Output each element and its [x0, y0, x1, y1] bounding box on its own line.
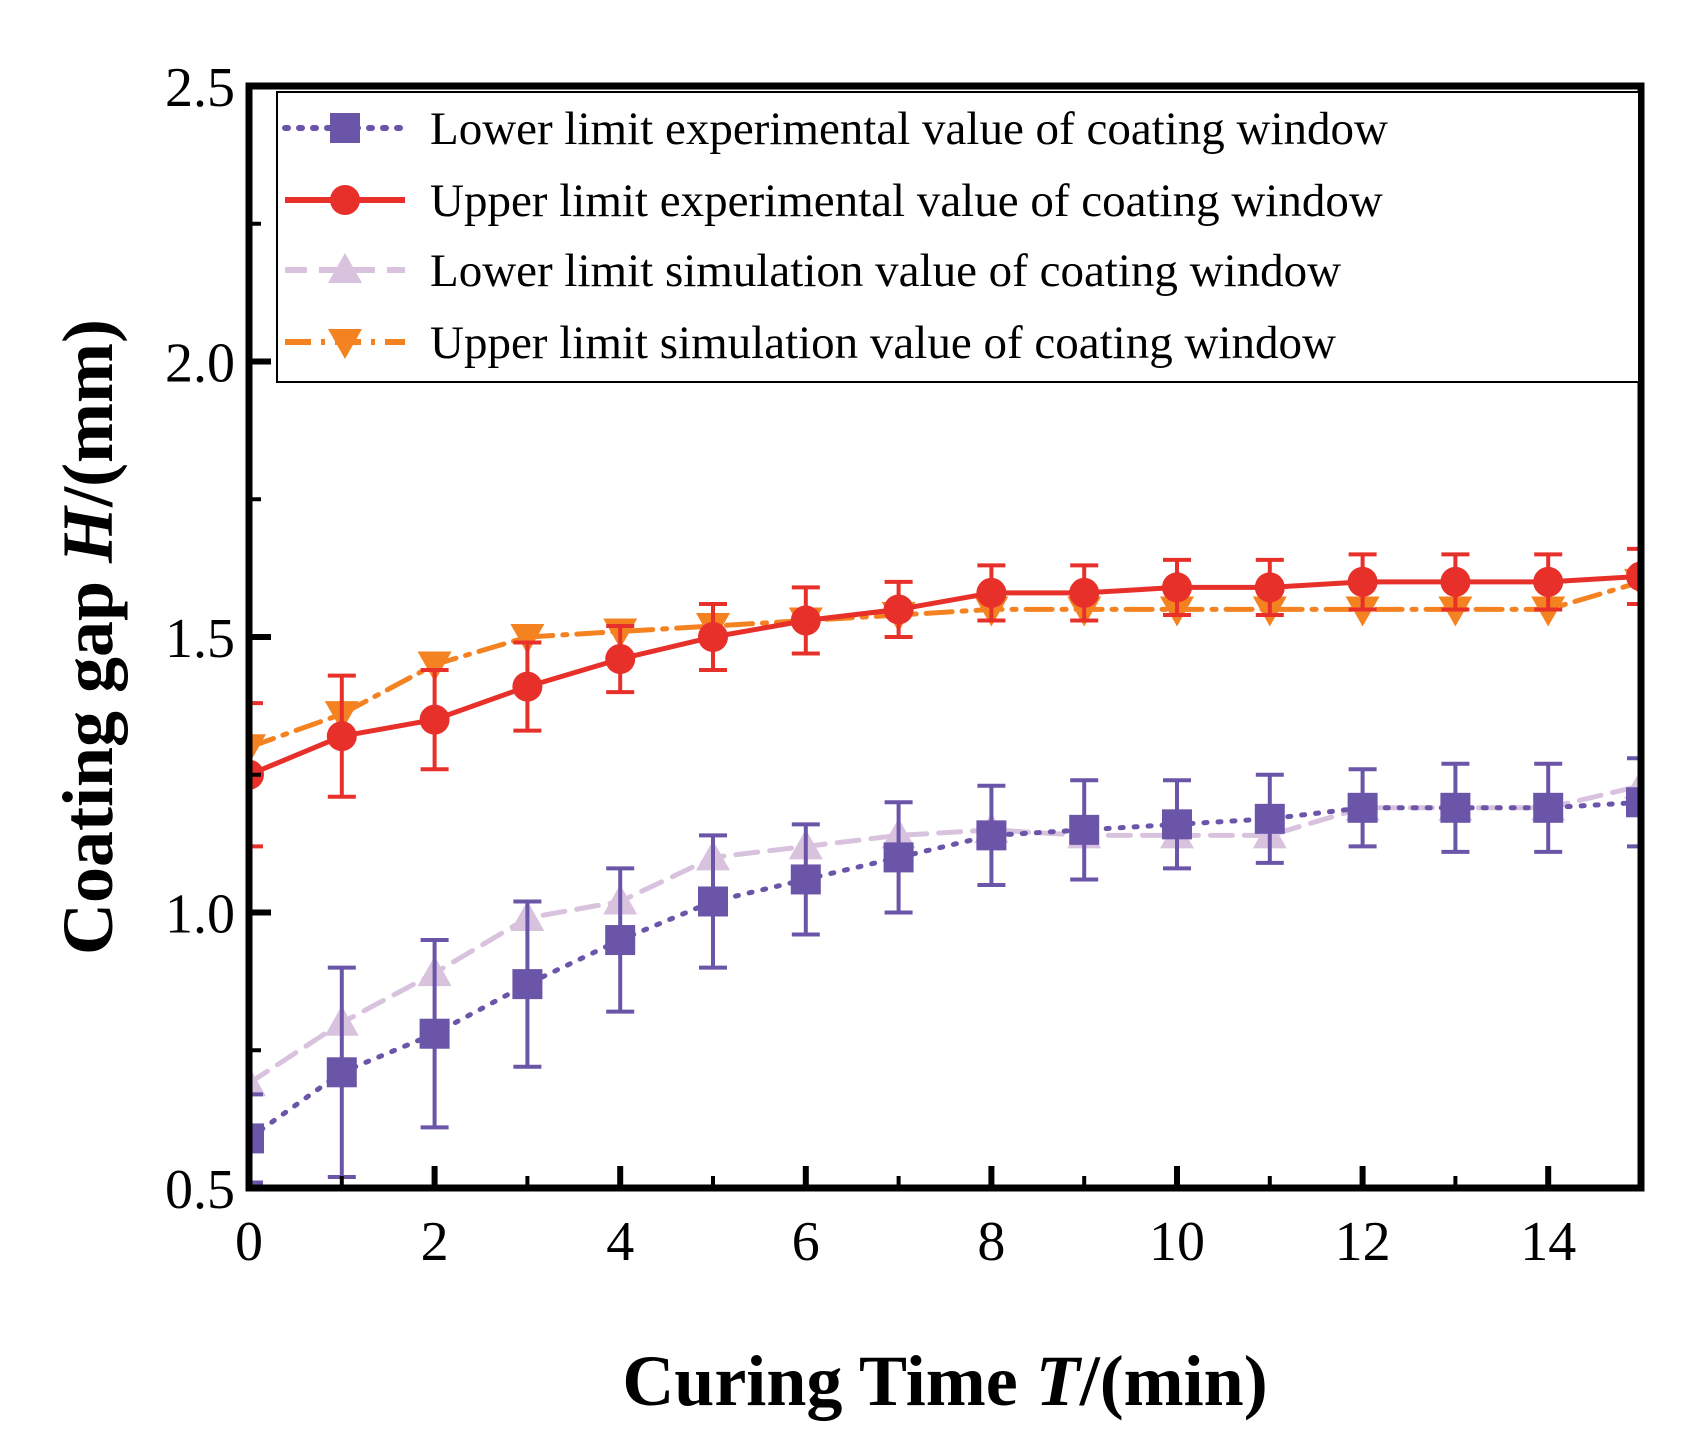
y-axis-title-symbol: H [48, 505, 128, 564]
error-bar [249, 1092, 263, 1185]
x-tick-label: 4 [606, 1211, 634, 1273]
data-point [1069, 577, 1100, 608]
series-0 [249, 756, 1641, 1185]
data-point [1533, 566, 1564, 597]
x-tick-label: 14 [1520, 1211, 1576, 1273]
y-tick-label: 0.5 [165, 1159, 235, 1221]
data-point [1440, 566, 1471, 597]
y-tick-label: 2.0 [165, 333, 235, 395]
legend-entry-upper-exp: Upper limit experimental value of coatin… [285, 175, 1383, 227]
data-point [1254, 572, 1285, 603]
legend-label-lower-sim: Lower limit simulation value of coating … [430, 245, 1341, 297]
x-tick-label: 12 [1335, 1211, 1391, 1273]
data-point [1162, 809, 1192, 840]
data-point [1533, 792, 1564, 823]
data-point [417, 651, 452, 682]
error-bar [1627, 756, 1641, 849]
data-point [512, 969, 543, 1000]
ticks-layer: 0 2 4 6 8 10 12 14 0.5 1.0 1.5 2.0 2.5 [165, 57, 1576, 1273]
data-point [976, 820, 1007, 851]
legend-label-upper-exp: Upper limit experimental value of coatin… [430, 175, 1383, 227]
data-point [512, 671, 543, 702]
legend-entry-lower-exp: Lower limit experimental value of coatin… [282, 103, 1388, 155]
y-axis-title-unit: /(mm) [48, 319, 128, 508]
data-point [326, 721, 357, 752]
data-point [1626, 787, 1641, 818]
legend-entry-upper-sim: Upper limit simulation value of coating … [285, 317, 1336, 369]
legend: Lower limit experimental value of coatin… [276, 91, 1640, 383]
data-point [1626, 561, 1641, 592]
legend-label-lower-exp: Lower limit experimental value of coatin… [430, 103, 1388, 155]
data-point [1162, 572, 1192, 603]
data-point [326, 1057, 357, 1088]
data-point [976, 577, 1007, 608]
data-point [419, 1018, 450, 1049]
legend-label-upper-sim: Upper limit simulation value of coating … [430, 317, 1336, 369]
data-point [419, 704, 450, 735]
data-point [249, 1123, 264, 1154]
data-point [1440, 792, 1471, 823]
x-tick-label: 0 [235, 1211, 263, 1273]
legend-marker-upper-exp [330, 185, 360, 215]
data-point [1347, 566, 1378, 597]
x-axis-title-symbol: T [1036, 1341, 1083, 1421]
x-axis-title-prefix: Curing Time [622, 1341, 1035, 1421]
data-point [883, 842, 914, 873]
x-axis-title-unit: /(min) [1079, 1341, 1268, 1421]
x-tick-label: 8 [977, 1211, 1005, 1273]
data-point [249, 734, 266, 765]
data-point [1069, 814, 1100, 845]
x-tick-label: 6 [792, 1211, 820, 1273]
data-point [698, 886, 728, 917]
data-point [698, 622, 728, 652]
y-tick-label: 1.5 [165, 608, 235, 670]
legend-marker-upper-sim [328, 329, 362, 359]
series-line [249, 579, 1641, 750]
data-point [605, 644, 636, 675]
data-point [605, 925, 636, 956]
x-axis-title: Curing Time T/(min) [622, 1341, 1267, 1421]
y-axis-title-prefix: Coating gap [48, 563, 128, 955]
data-point [1254, 803, 1285, 834]
series-line [249, 799, 1641, 1141]
y-tick-label: 2.5 [165, 57, 235, 119]
y-axis-title: Coating gap H/(mm) [48, 319, 128, 955]
legend-marker-lower-exp [330, 113, 360, 143]
series-line [249, 573, 1641, 778]
legend-box [276, 91, 1640, 383]
x-tick-label: 10 [1149, 1211, 1205, 1273]
data-point [249, 1066, 266, 1097]
data-point [510, 624, 545, 654]
data-point [1347, 792, 1378, 823]
x-tick-label: 2 [421, 1211, 449, 1273]
data-point [790, 864, 821, 895]
series-1 [249, 546, 1641, 849]
legend-marker-lower-sim [328, 253, 362, 283]
series-line [249, 783, 1641, 1086]
y-tick-label: 1.0 [165, 884, 235, 946]
error-bar [249, 701, 263, 849]
error-bar [1627, 546, 1641, 606]
data-point [883, 594, 914, 625]
series-layer [249, 546, 1641, 1185]
data-point [790, 605, 821, 636]
legend-entry-lower-sim: Lower limit simulation value of coating … [285, 245, 1341, 297]
